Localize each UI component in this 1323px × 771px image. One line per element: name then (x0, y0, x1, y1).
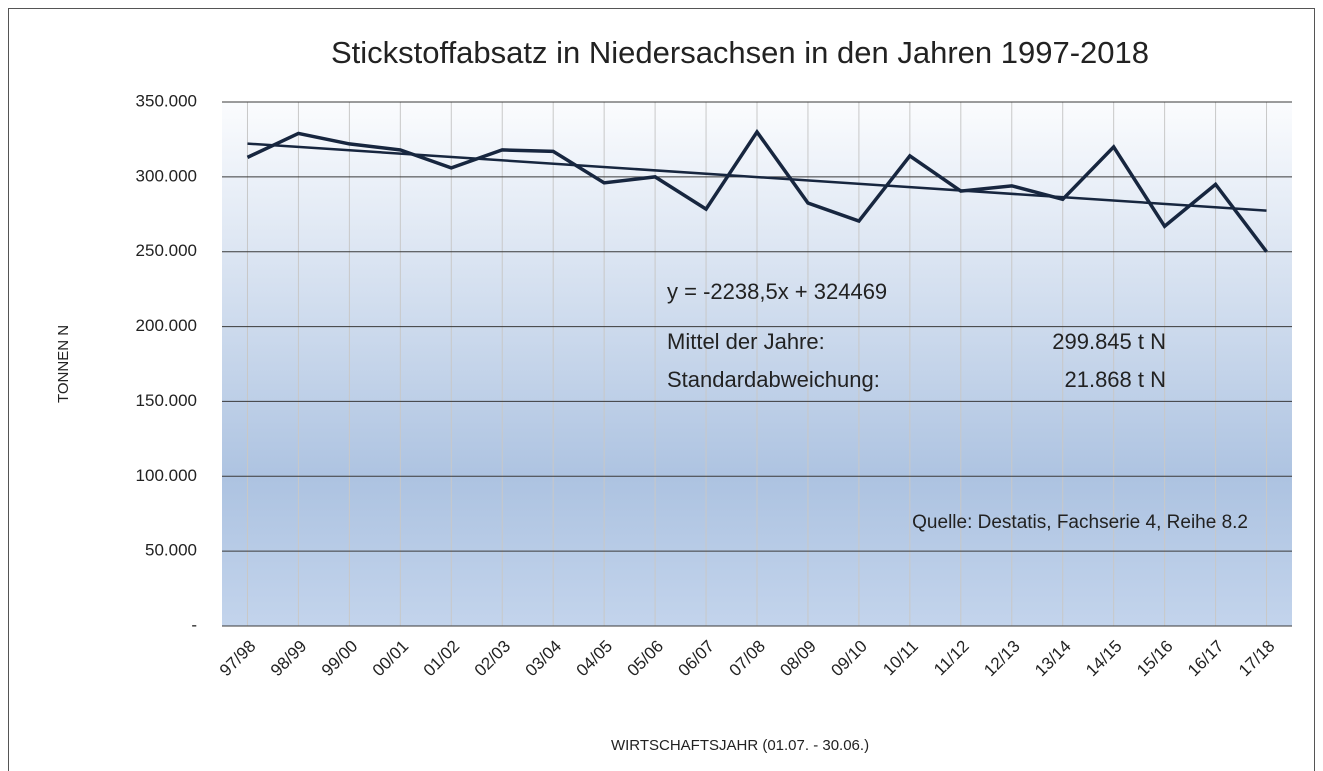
mean-value: 299.845 t N (1052, 329, 1166, 354)
std-value: 21.868 t N (1064, 367, 1166, 392)
chart-title: Stickstoffabsatz in Niedersachsen in den… (331, 35, 1149, 70)
y-tick-label: 200.000 (136, 316, 197, 335)
y-tick-label: 250.000 (136, 241, 197, 260)
trend-line (247, 142, 1267, 212)
y-tick-label: 150.000 (136, 391, 197, 410)
trend-equation: y = -2238,5x + 324469 (667, 279, 887, 304)
x-axis-label: WIRTSCHAFTSJAHR (01.07. - 30.06.) (611, 737, 869, 754)
y-tick-label: 300.000 (136, 166, 197, 185)
y-tick-label: - (191, 615, 197, 634)
mean-label: Mittel der Jahre: (667, 329, 825, 354)
y-axis-label: TONNEN N (55, 325, 72, 403)
source-note: Quelle: Destatis, Fachserie 4, Reihe 8.2 (912, 512, 1248, 533)
y-tick-label: 50.000 (145, 541, 197, 560)
y-tick-label: 100.000 (136, 466, 197, 485)
std-label: Standardabweichung: (667, 367, 880, 392)
y-tick-label: 350.000 (136, 91, 197, 110)
